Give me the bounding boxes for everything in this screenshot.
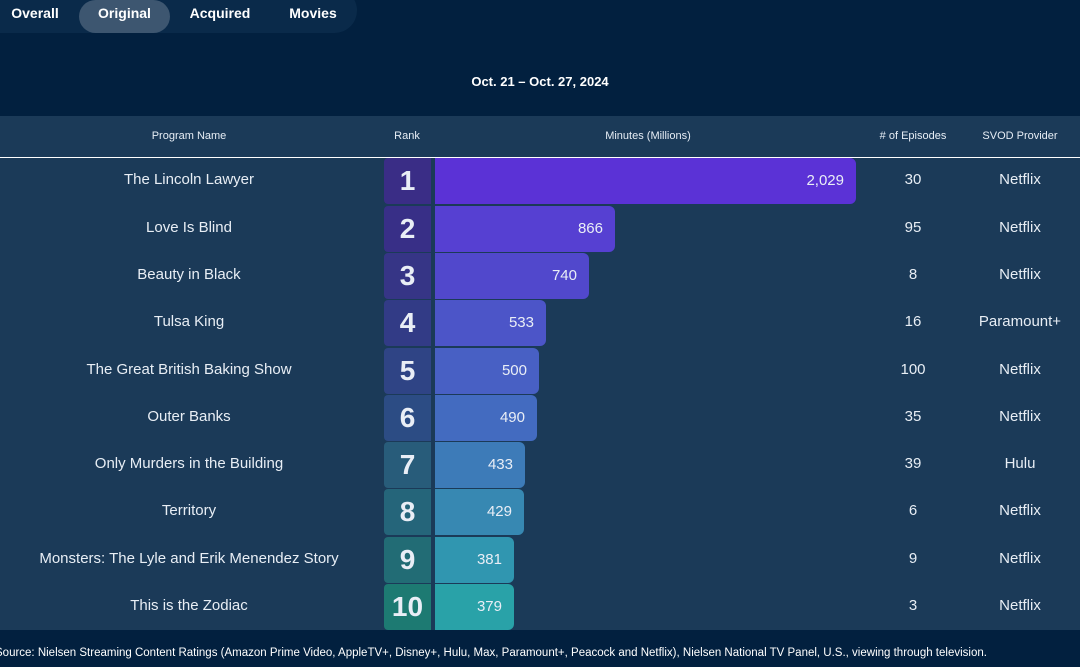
svod-provider: Hulu: [1004, 455, 1036, 472]
header-episodes: # of Episodes: [879, 130, 947, 142]
bar-minutes: 866: [435, 206, 615, 252]
rank-badge: 10: [384, 584, 431, 630]
bar-minutes: 490: [435, 395, 537, 441]
episode-count: 30: [904, 171, 922, 188]
svod-provider: Paramount+: [978, 313, 1062, 330]
table-row: Territory 8 429 6 Netflix: [0, 489, 1080, 535]
source-footnote: Source: Nielsen Streaming Content Rating…: [0, 647, 987, 659]
svod-provider: Netflix: [999, 219, 1041, 236]
table-row: This is the Zodiac 10 379 3 Netflix: [0, 584, 1080, 630]
episode-count: 16: [904, 313, 922, 330]
svod-provider: Netflix: [999, 408, 1041, 425]
bar-value-label: 429: [486, 503, 512, 520]
rank-badge: 5: [384, 348, 431, 394]
svod-provider: Netflix: [999, 266, 1041, 283]
episode-count: 39: [904, 455, 922, 472]
program-name: This is the Zodiac: [130, 597, 248, 614]
svod-provider: Netflix: [999, 171, 1041, 188]
table-row: Monsters: The Lyle and Erik Menendez Sto…: [0, 537, 1080, 583]
date-range: Oct. 21 – Oct. 27, 2024: [471, 74, 609, 89]
bar-minutes: 433: [435, 442, 525, 488]
bar-minutes: 740: [435, 253, 589, 299]
episode-count: 95: [904, 219, 922, 236]
rank-badge: 1: [384, 158, 431, 204]
table-row: Only Murders in the Building 7 433 39 Hulu: [0, 442, 1080, 488]
svod-provider: Netflix: [999, 550, 1041, 567]
bar-minutes: 381: [435, 537, 514, 583]
episode-count: 6: [908, 502, 918, 519]
episode-count: 3: [908, 597, 918, 614]
program-name: Only Murders in the Building: [94, 455, 284, 472]
bar-value-label: 500: [501, 362, 527, 379]
bar-minutes: 379: [435, 584, 514, 630]
episode-count: 9: [908, 550, 918, 567]
bar-value-label: 379: [476, 598, 502, 615]
program-name: Love Is Blind: [146, 219, 232, 236]
tab-movies[interactable]: Movies: [289, 5, 337, 21]
program-name: The Lincoln Lawyer: [123, 171, 255, 188]
table-row: Love Is Blind 2 866 95 Netflix: [0, 206, 1080, 252]
header-divider: [0, 157, 1080, 158]
table-row: Tulsa King 4 533 16 Paramount+: [0, 300, 1080, 346]
rank-badge: 6: [384, 395, 431, 441]
bar-value-label: 866: [577, 220, 603, 237]
program-name: Territory: [161, 502, 217, 519]
bar-value-label: 2,029: [806, 172, 844, 189]
header-minutes: Minutes (Millions): [605, 130, 691, 142]
bar-value-label: 490: [499, 409, 525, 426]
program-name: The Great British Baking Show: [86, 361, 292, 378]
bar-value-label: 433: [487, 456, 513, 473]
table-row: The Lincoln Lawyer 1 2,029 30 Netflix: [0, 158, 1080, 204]
bar-value-label: 740: [551, 267, 577, 284]
svod-provider: Netflix: [999, 597, 1041, 614]
tab-acquired[interactable]: Acquired: [189, 5, 251, 21]
bar-value-label: 533: [508, 314, 534, 331]
program-name: Monsters: The Lyle and Erik Menendez Sto…: [39, 550, 339, 567]
header-svod-provider: SVOD Provider: [982, 130, 1058, 142]
rank-badge: 3: [384, 253, 431, 299]
tab-original[interactable]: Original: [79, 0, 170, 33]
table-row: The Great British Baking Show 5 500 100 Netf…: [0, 348, 1080, 394]
rank-badge: 4: [384, 300, 431, 346]
header-rank: Rank: [394, 130, 420, 142]
ranking-table: Program Name Rank Minutes (Millions) # o…: [0, 116, 1080, 630]
program-name: Outer Banks: [147, 408, 231, 425]
svod-provider: Netflix: [999, 361, 1041, 378]
table-row: Outer Banks 6 490 35 Netflix: [0, 395, 1080, 441]
bar-minutes: 533: [435, 300, 546, 346]
rank-badge: 8: [384, 489, 431, 535]
rank-badge: 2: [384, 206, 431, 252]
bar-minutes: 500: [435, 348, 539, 394]
bar-value-label: 381: [476, 551, 502, 568]
bar-minutes: 2,029: [435, 158, 856, 204]
program-name: Tulsa King: [153, 313, 225, 330]
header-program-name: Program Name: [151, 130, 227, 142]
rank-badge: 7: [384, 442, 431, 488]
table-row: Beauty in Black 3 740 8 Netflix: [0, 253, 1080, 299]
episode-count: 100: [900, 361, 926, 378]
bar-minutes: 429: [435, 489, 524, 535]
episode-count: 8: [908, 266, 918, 283]
rank-badge: 9: [384, 537, 431, 583]
episode-count: 35: [904, 408, 922, 425]
program-name: Beauty in Black: [137, 266, 241, 283]
tab-overall[interactable]: Overall: [11, 5, 59, 21]
tab-bar: Overall Original Acquired Movies: [0, 0, 357, 33]
svod-provider: Netflix: [999, 502, 1041, 519]
